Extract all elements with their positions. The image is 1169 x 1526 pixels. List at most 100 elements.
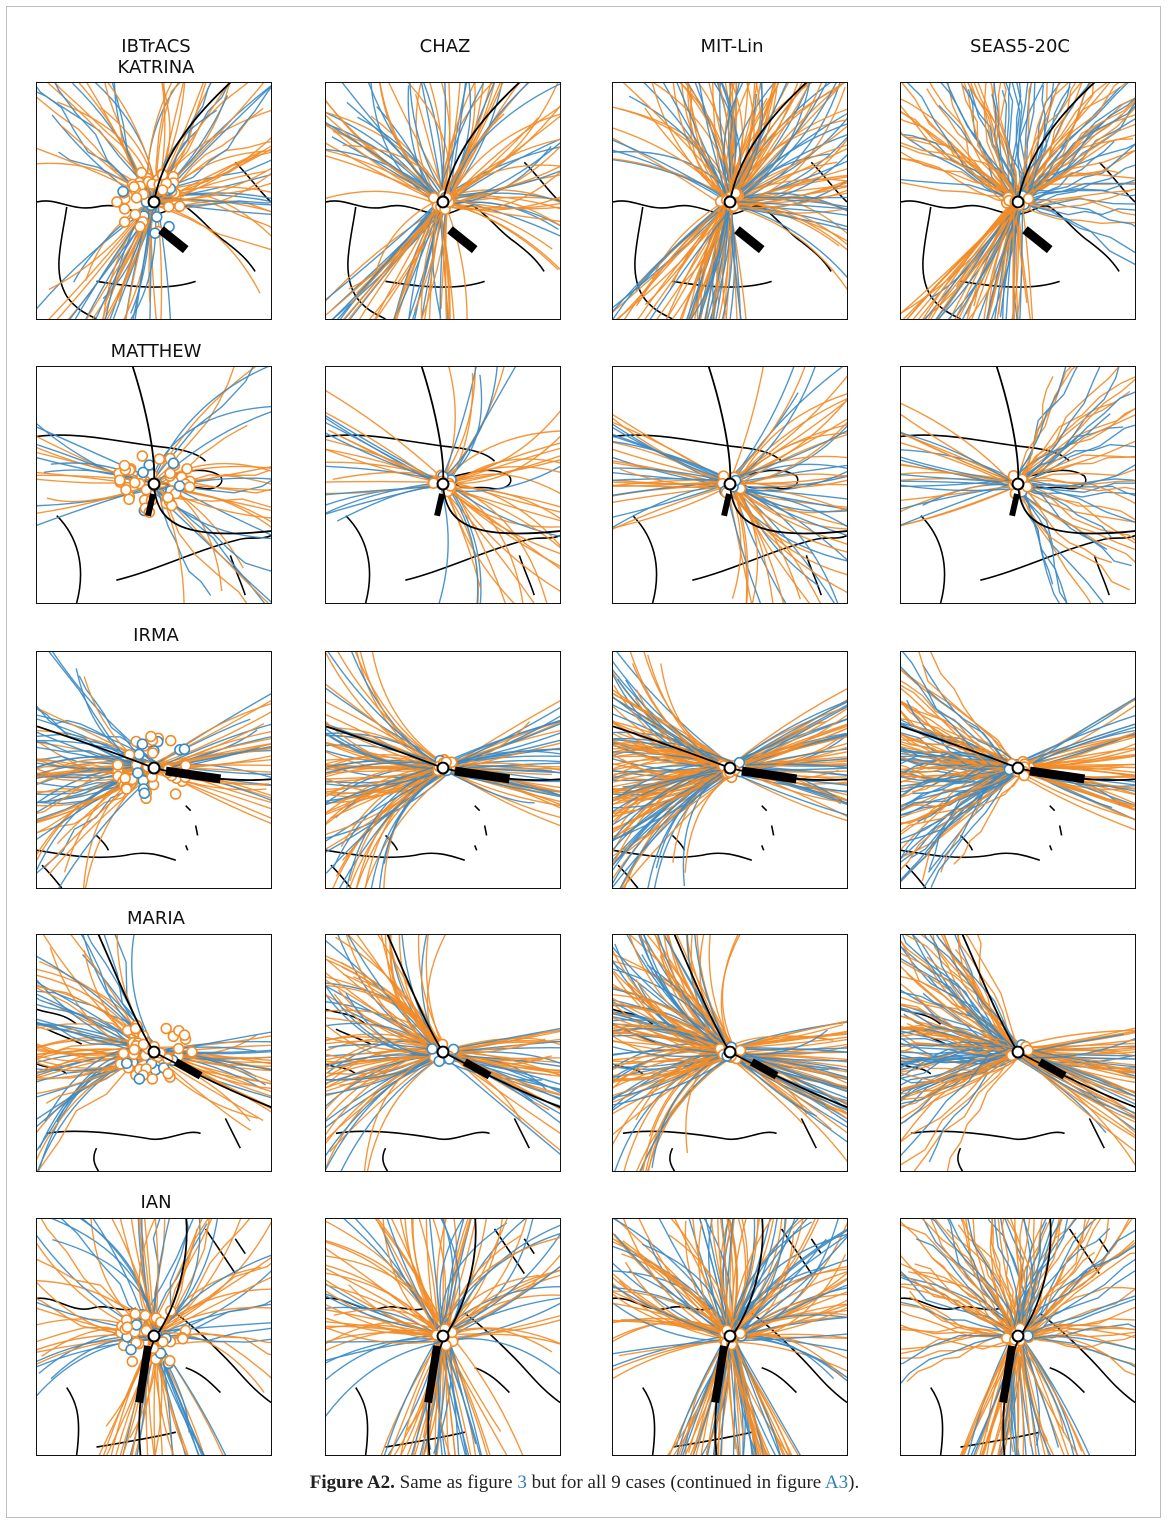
track-line bbox=[326, 1321, 447, 1338]
track-line bbox=[613, 1338, 733, 1380]
observed-track-line bbox=[153, 83, 232, 203]
track-line bbox=[613, 1046, 730, 1080]
track-line bbox=[1020, 478, 1135, 497]
track-line bbox=[1020, 202, 1135, 254]
track-line bbox=[690, 203, 730, 319]
track-line bbox=[965, 935, 1022, 1058]
track-line bbox=[613, 481, 733, 485]
track-line bbox=[438, 1233, 560, 1334]
genesis-point bbox=[120, 783, 133, 795]
track-line bbox=[326, 723, 440, 764]
track-line bbox=[901, 952, 1016, 1059]
track-line bbox=[326, 1337, 442, 1364]
track-line bbox=[901, 480, 1019, 487]
observed-track-segment bbox=[135, 1345, 152, 1404]
genesis-point bbox=[165, 734, 177, 747]
track-line bbox=[1019, 1047, 1135, 1052]
track-line bbox=[442, 483, 560, 555]
track-line bbox=[1014, 1027, 1135, 1052]
track-line bbox=[901, 769, 1015, 783]
coastline-segment bbox=[920, 515, 946, 603]
track-line bbox=[901, 1015, 1018, 1059]
simulated-tracks bbox=[613, 83, 847, 291]
track-line bbox=[724, 144, 847, 201]
track-line bbox=[1022, 1338, 1052, 1455]
track-line bbox=[979, 1336, 1015, 1455]
track-line bbox=[131, 935, 158, 1053]
simulated-tracks-back bbox=[148, 693, 271, 825]
genesis-point bbox=[172, 1042, 185, 1055]
track-line bbox=[143, 1219, 156, 1336]
track-map bbox=[613, 935, 847, 1171]
track-line bbox=[901, 157, 1020, 206]
simulated-tracks bbox=[326, 83, 560, 271]
track-line bbox=[439, 485, 535, 603]
track-line bbox=[613, 1319, 732, 1334]
track-line bbox=[713, 83, 742, 208]
track-line bbox=[1023, 1219, 1097, 1332]
track-line bbox=[668, 1234, 733, 1335]
track-line bbox=[613, 768, 726, 830]
track-line bbox=[326, 1240, 445, 1337]
track-line bbox=[440, 367, 476, 483]
track-line bbox=[946, 83, 1023, 198]
track-line bbox=[901, 1054, 1024, 1166]
track-line bbox=[440, 1327, 560, 1345]
track-line bbox=[345, 992, 442, 1056]
track-line bbox=[613, 1055, 728, 1097]
track-line bbox=[697, 1222, 726, 1342]
track-line bbox=[901, 772, 1021, 833]
track-line bbox=[428, 200, 439, 319]
simulated-tracks bbox=[436, 367, 560, 603]
track-line bbox=[989, 83, 1015, 208]
track-line bbox=[954, 202, 1015, 319]
track-line bbox=[921, 1219, 1018, 1335]
track-line bbox=[446, 1332, 482, 1455]
track-line bbox=[1022, 1323, 1135, 1335]
track-line bbox=[364, 773, 448, 888]
track-line bbox=[326, 432, 446, 484]
track-line bbox=[729, 1333, 847, 1342]
track-line bbox=[730, 1307, 847, 1340]
track-line bbox=[156, 196, 271, 206]
caption-ref-figure-a3[interactable]: A3 bbox=[824, 1472, 849, 1493]
track-line bbox=[613, 127, 735, 204]
track-line bbox=[1013, 1054, 1135, 1123]
coastline-segment bbox=[37, 849, 177, 861]
genesis-point bbox=[173, 480, 186, 492]
track-line bbox=[158, 747, 271, 768]
track-line bbox=[439, 1040, 560, 1055]
observed-genesis-point bbox=[147, 1045, 161, 1059]
observed-track-segment bbox=[1022, 226, 1053, 254]
coastline-segment bbox=[960, 280, 1060, 288]
track-line bbox=[1021, 1241, 1135, 1334]
track-line bbox=[1017, 1056, 1135, 1134]
map-panel-irma-seas5 bbox=[900, 651, 1136, 889]
track-line bbox=[901, 483, 1021, 501]
track-line bbox=[1021, 1244, 1135, 1333]
genesis-point bbox=[112, 759, 124, 771]
track-line bbox=[901, 181, 1015, 199]
track-line bbox=[730, 1219, 796, 1337]
coastline-segment bbox=[46, 1130, 201, 1141]
figure-caption: Figure A2. Same as figure 3 but for all … bbox=[0, 1472, 1169, 1494]
track-line bbox=[901, 711, 1013, 766]
track-line bbox=[901, 750, 1015, 766]
track-map bbox=[326, 652, 560, 888]
track-line bbox=[154, 1219, 159, 1331]
track-line bbox=[357, 116, 445, 201]
track-line bbox=[901, 768, 1015, 778]
track-line bbox=[613, 106, 735, 198]
track-map bbox=[901, 83, 1135, 319]
track-line bbox=[918, 652, 1016, 767]
track-line bbox=[724, 199, 847, 251]
track-line bbox=[151, 1219, 161, 1336]
observed-track-segment bbox=[173, 1058, 203, 1080]
track-line bbox=[442, 455, 560, 487]
observed-track bbox=[97, 935, 271, 1108]
caption-ref-figure-3[interactable]: 3 bbox=[517, 1472, 527, 1493]
track-line bbox=[1018, 202, 1135, 216]
observed-track bbox=[436, 83, 521, 254]
coastline-segment bbox=[224, 1118, 241, 1149]
observed-track bbox=[147, 83, 232, 254]
